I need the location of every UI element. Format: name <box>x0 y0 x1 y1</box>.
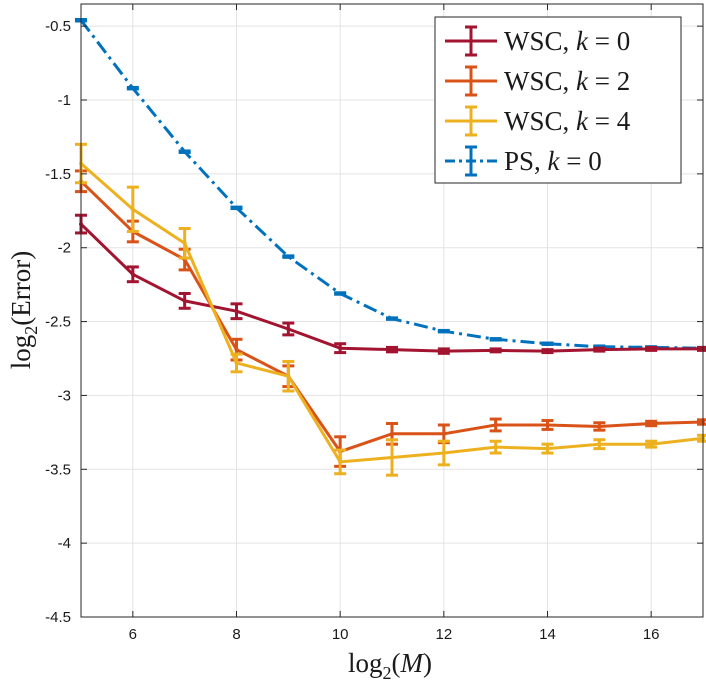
data-point <box>545 422 550 427</box>
data-point <box>182 298 187 303</box>
data-point <box>182 241 187 246</box>
y-axis-label: log2(Error) <box>6 251 41 369</box>
y-axis-label-log: log <box>6 335 36 370</box>
data-point <box>597 424 602 429</box>
data-point <box>545 349 550 354</box>
svg-text:log2(M): log2(M) <box>348 648 432 683</box>
y-tick-label: -0.5 <box>45 18 71 35</box>
y-tick-label: -2.5 <box>45 314 71 331</box>
data-point <box>286 374 291 379</box>
y-tick-label: -2 <box>58 240 71 257</box>
data-point <box>130 207 135 212</box>
x-axis-label-sub: 2 <box>383 663 392 683</box>
x-tick-label: 14 <box>539 626 556 643</box>
grid-lines <box>81 4 703 618</box>
data-point <box>649 421 654 426</box>
data-point <box>338 291 343 296</box>
legend-label: WSC, k = 4 <box>504 106 631 136</box>
data-point <box>338 459 343 464</box>
data-point <box>234 347 239 352</box>
legend-entry: WSC, k = 4 <box>445 105 631 137</box>
y-tick-label: -4.5 <box>45 609 71 626</box>
x-axis-label-var: M <box>400 648 425 678</box>
data-point <box>597 347 602 352</box>
legend-entry: WSC, k = 0 <box>445 25 630 57</box>
data-point <box>441 431 446 436</box>
axis-ticks: 6 8 10 12 14 16 -4.5 -4 -3.5 -3 -2.5 -2 -1.5 -1 -0.5 <box>45 4 703 643</box>
data-point <box>338 346 343 351</box>
legend-entry: WSC, k = 2 <box>445 65 630 97</box>
data-point <box>493 422 498 427</box>
data-point <box>234 360 239 365</box>
data-point <box>441 349 446 354</box>
data-point <box>441 451 446 456</box>
data-point <box>390 316 394 321</box>
y-tick-label: -3.5 <box>45 461 71 478</box>
x-tick-label: 10 <box>332 626 349 643</box>
legend-box <box>434 16 682 184</box>
data-point <box>286 326 291 331</box>
legend-entry: PS, k = 0 <box>445 145 602 177</box>
data-point <box>234 205 239 210</box>
data-point <box>493 445 498 450</box>
y-axis-label-rest: (Error) <box>6 251 36 326</box>
data-point <box>649 442 654 447</box>
data-point <box>545 341 550 346</box>
data-point <box>390 347 394 352</box>
x-axis-label-paren: ( <box>392 648 401 678</box>
x-tick-label: 12 <box>435 626 452 643</box>
x-axis-label: log2(M) <box>348 648 432 683</box>
y-tick-label: -4 <box>58 535 71 552</box>
data-point <box>130 272 135 277</box>
data-point <box>286 254 291 259</box>
y-axis-label-sub: 2 <box>21 326 41 335</box>
x-tick-label: 8 <box>232 626 240 643</box>
legend-label: PS, k = 0 <box>504 146 602 176</box>
svg-text:log2(Error): log2(Error) <box>6 251 41 369</box>
x-axis-label-log: log <box>348 648 383 678</box>
data-point <box>649 346 654 351</box>
data-point <box>390 431 394 436</box>
data-point <box>493 348 498 353</box>
plot-frame <box>80 3 704 618</box>
x-tick-label: 6 <box>129 626 137 643</box>
data-point <box>441 329 446 334</box>
data-point <box>493 337 498 342</box>
data-point <box>130 86 135 91</box>
series-2 <box>75 142 706 477</box>
data-point <box>234 309 239 314</box>
legend-label: WSC, k = 0 <box>504 26 630 56</box>
data-point <box>597 442 602 447</box>
data-point <box>545 446 550 451</box>
y-tick-label: -3 <box>58 387 71 404</box>
y-tick-label: -1.5 <box>45 166 71 183</box>
legend: WSC, k = 0 WSC, k = 2 WSC, k = 4 PS, k = 0 <box>434 16 682 184</box>
data-point <box>182 149 187 154</box>
data-point <box>390 455 394 460</box>
legend-label: WSC, k = 2 <box>504 66 630 96</box>
y-tick-label: -1 <box>58 92 71 109</box>
x-tick-label: 16 <box>643 626 660 643</box>
